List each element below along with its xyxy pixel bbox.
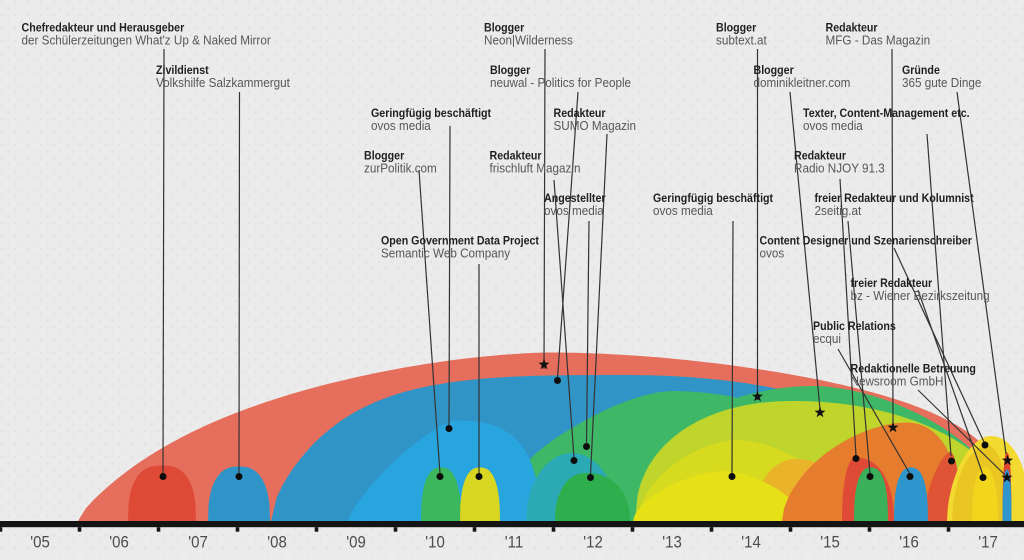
svg-text:SUMO Magazin: SUMO Magazin [554, 118, 637, 133]
svg-text:'15: '15 [820, 534, 840, 552]
svg-text:Open Government Data Project: Open Government Data Project [381, 235, 539, 248]
svg-text:subtext.at: subtext.at [716, 33, 767, 48]
svg-text:neuwal - Politics for People: neuwal - Politics for People [490, 76, 631, 91]
svg-text:Redakteur: Redakteur [490, 150, 543, 163]
svg-text:der Schülerzeitungen What'z Up: der Schülerzeitungen What'z Up & Naked M… [22, 33, 271, 48]
svg-text:Semantic Web Company: Semantic Web Company [381, 246, 511, 261]
svg-text:Redakteur: Redakteur [554, 107, 607, 120]
svg-text:ecqui: ecqui [813, 331, 841, 346]
svg-text:Newsroom GmbH: Newsroom GmbH [851, 374, 944, 389]
svg-text:Volkshilfe Salzkammergut: Volkshilfe Salzkammergut [156, 76, 290, 91]
svg-text:Redakteur: Redakteur [794, 150, 847, 163]
svg-text:ovos: ovos [760, 246, 785, 261]
svg-text:zurPolitik.com: zurPolitik.com [364, 161, 437, 176]
svg-text:ovos media: ovos media [544, 204, 604, 219]
svg-text:ovos media: ovos media [803, 118, 863, 133]
svg-text:Blogger: Blogger [754, 65, 795, 78]
svg-text:'09: '09 [346, 534, 366, 552]
svg-text:'05: '05 [30, 534, 50, 552]
svg-text:'06: '06 [109, 534, 129, 552]
svg-text:Radio NJOY 91.3: Radio NJOY 91.3 [794, 161, 885, 176]
svg-text:'07: '07 [188, 534, 208, 552]
svg-text:Redakteur: Redakteur [826, 22, 879, 35]
svg-text:Texter, Content-Management etc: Texter, Content-Management etc. [803, 107, 970, 120]
svg-text:'10: '10 [425, 534, 445, 552]
svg-text:Zivildienst: Zivildienst [156, 65, 209, 78]
svg-text:'14: '14 [741, 534, 761, 552]
svg-text:Content Designer und Szenarien: Content Designer und Szenarienschreiber [760, 235, 973, 248]
svg-text:Geringfügig beschäftigt: Geringfügig beschäftigt [653, 192, 773, 205]
svg-text:Blogger: Blogger [490, 65, 531, 78]
svg-text:Blogger: Blogger [364, 150, 405, 163]
svg-text:freier Redakteur und Kolumnist: freier Redakteur und Kolumnist [815, 192, 974, 205]
svg-text:bz - Wiener Bezirkszeitung: bz - Wiener Bezirkszeitung [851, 289, 990, 304]
svg-text:'11: '11 [505, 534, 523, 552]
svg-text:Gründe: Gründe [902, 65, 940, 78]
svg-text:ovos media: ovos media [653, 204, 713, 219]
svg-text:Blogger: Blogger [716, 22, 757, 35]
svg-text:'12: '12 [583, 534, 603, 552]
svg-text:Angestellter: Angestellter [544, 192, 606, 205]
svg-text:'13: '13 [662, 534, 682, 552]
svg-text:Public Relations: Public Relations [813, 320, 896, 333]
svg-text:365 gute Dinge: 365 gute Dinge [902, 76, 982, 91]
svg-text:'16: '16 [899, 534, 919, 552]
svg-text:ovos media: ovos media [371, 118, 431, 133]
svg-text:Blogger: Blogger [484, 22, 525, 35]
svg-text:frischluft Magazin: frischluft Magazin [490, 161, 581, 176]
svg-text:Redaktionelle Betreuung: Redaktionelle Betreuung [851, 363, 976, 376]
svg-text:freier Redakteur: freier Redakteur [851, 278, 933, 291]
svg-text:2seitig.at: 2seitig.at [815, 204, 862, 219]
svg-text:Geringfügig beschäftigt: Geringfügig beschäftigt [371, 107, 491, 120]
svg-text:Chefredakteur und Herausgeber: Chefredakteur und Herausgeber [22, 22, 185, 35]
svg-text:MFG - Das Magazin: MFG - Das Magazin [826, 33, 931, 48]
svg-text:Neon|Wilderness: Neon|Wilderness [484, 33, 573, 48]
svg-text:dominikleitner.com: dominikleitner.com [754, 76, 851, 91]
svg-text:'17: '17 [978, 534, 998, 552]
svg-text:'08: '08 [267, 534, 287, 552]
